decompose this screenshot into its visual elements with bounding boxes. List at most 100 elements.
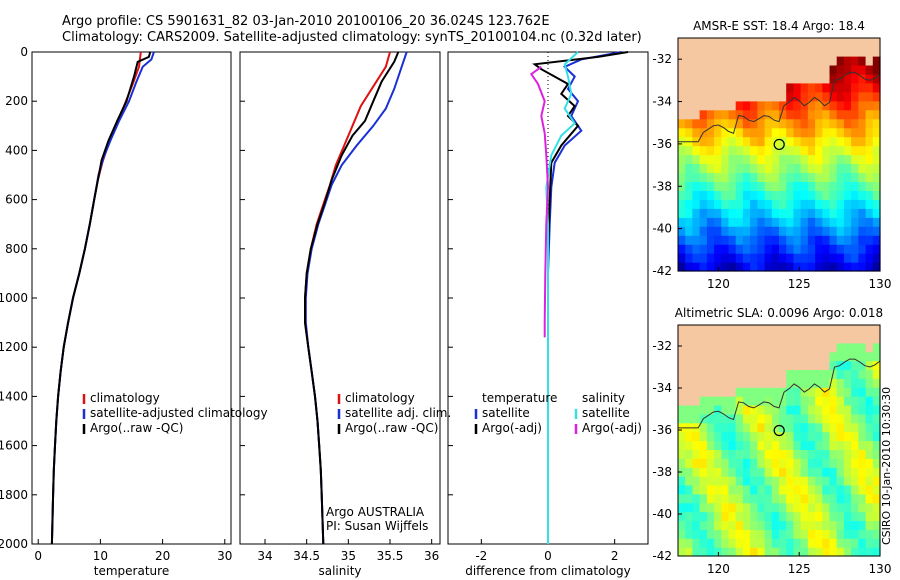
map-cell [779, 547, 787, 557]
map-cell [735, 109, 744, 120]
map-cell [764, 538, 773, 548]
map-cell [742, 136, 751, 147]
map-cell [872, 55, 881, 66]
map-cell [829, 244, 838, 254]
map-cell [757, 217, 766, 227]
map-cell [865, 190, 874, 200]
map-cell [786, 440, 794, 450]
map-cell [872, 235, 881, 245]
map-cell [750, 378, 758, 388]
map-cell [764, 235, 773, 245]
map-cell [829, 47, 838, 57]
map-cell [728, 217, 737, 227]
x-tick-label: 2 [611, 549, 619, 563]
map-cell [678, 387, 686, 397]
map-cell [721, 431, 730, 442]
map-cell [692, 190, 701, 200]
map-cell [735, 422, 744, 433]
map-cell [858, 253, 867, 263]
map-cell [858, 47, 867, 57]
map-cell [851, 199, 859, 209]
map-cell [829, 38, 838, 48]
map-cell [793, 413, 802, 424]
map-cell [829, 467, 838, 477]
map-cell [786, 109, 794, 120]
map-cell [764, 449, 773, 459]
map-cell [678, 154, 686, 165]
map-cell [815, 145, 823, 156]
map-cell [728, 440, 737, 450]
map-cell [858, 342, 867, 353]
map-cell [699, 91, 708, 102]
map-cell [829, 217, 838, 227]
map-cell [757, 64, 766, 75]
map-cell [815, 217, 823, 227]
map-cell [858, 529, 867, 539]
map-cell [771, 547, 780, 557]
map-cell [800, 127, 809, 138]
map-cell [786, 449, 794, 459]
map-cell [771, 378, 780, 388]
series-line-0-0 [50, 51, 142, 545]
map-cell [843, 172, 852, 182]
map-cell [699, 199, 708, 209]
map-cell [872, 351, 881, 362]
map-cell [742, 38, 751, 48]
map-title: AMSR-E SST: 18.4 Argo: 18.4 [693, 19, 865, 33]
x-tick-label: 34.5 [293, 549, 320, 563]
map-cell [822, 154, 831, 165]
map-cell [865, 181, 874, 191]
map-cell [735, 64, 744, 75]
map-cell [714, 484, 722, 495]
map-cell [851, 520, 859, 530]
map-cell [865, 47, 874, 57]
map-cell [714, 405, 722, 415]
map-cell [843, 145, 852, 156]
map-cell [872, 422, 881, 433]
map-cell [735, 244, 744, 254]
map-cell [706, 217, 715, 227]
map-cell [786, 520, 794, 530]
map-cell [851, 502, 859, 513]
map-cell [779, 484, 787, 495]
map-cell [678, 396, 686, 406]
map-cell [771, 396, 780, 406]
map-cell [836, 253, 845, 263]
map-cell [851, 440, 859, 450]
map-cell [721, 538, 730, 548]
map-cell [706, 484, 715, 495]
map-cell [872, 253, 881, 263]
map-cell [807, 333, 816, 344]
map-cell [851, 484, 859, 495]
map-cell [822, 431, 831, 442]
map-cell [706, 422, 715, 433]
map-cell [836, 351, 845, 362]
map-cell [822, 55, 831, 66]
map-cell [678, 333, 686, 344]
map-cell [692, 396, 701, 406]
map-cell [858, 100, 867, 111]
map-cell [742, 467, 751, 477]
map-cell [721, 467, 730, 477]
map-cell [706, 253, 715, 263]
map-cell [815, 396, 823, 406]
map-cell [771, 369, 780, 379]
map-cell [721, 217, 730, 227]
map-cell [807, 100, 816, 111]
map-cell [843, 226, 852, 236]
map-cell [815, 360, 823, 370]
map-cell [764, 413, 773, 424]
map-cell [829, 154, 838, 165]
map-cell [843, 484, 852, 495]
map-cell [750, 38, 758, 48]
map-cell [757, 511, 766, 522]
map-cell [714, 235, 722, 245]
map-cell [721, 163, 730, 174]
x-tick-label: 10 [93, 549, 108, 563]
map-cell [685, 226, 693, 236]
map-cell [815, 64, 823, 75]
map-cell [786, 127, 794, 138]
map-cell [865, 458, 874, 468]
map-cell [721, 449, 730, 459]
